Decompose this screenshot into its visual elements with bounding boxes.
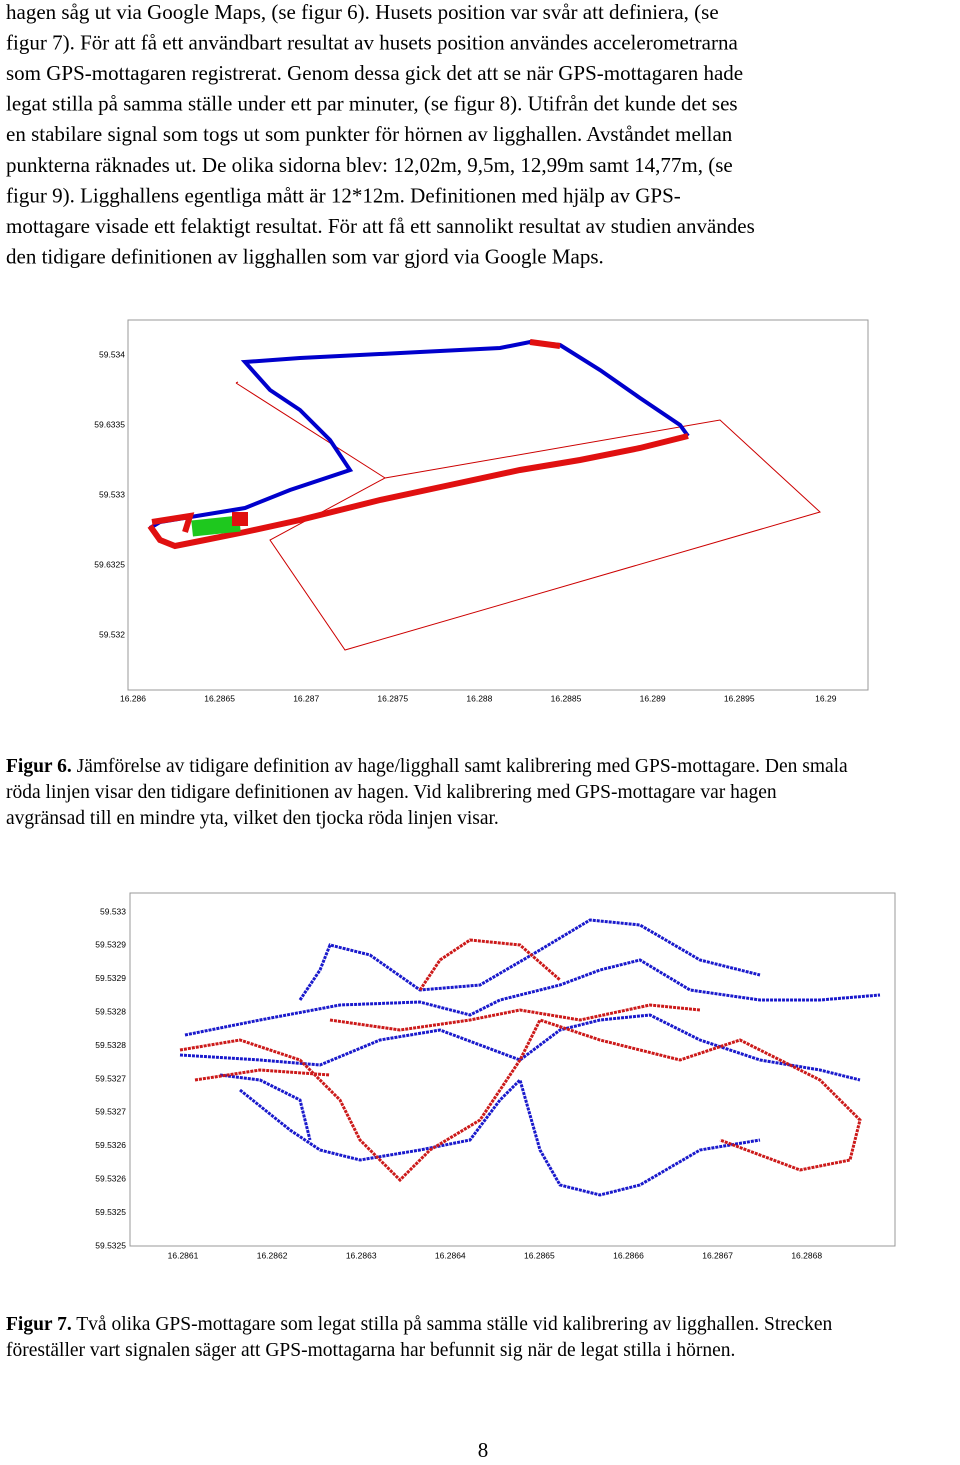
x-tick-label: 16.2895 [724,693,755,703]
gps-cluster-red [232,512,248,526]
y-tick-label: 59.532 [99,629,125,639]
caption-text: avgränsad till en mindre yta, vilket den… [6,808,499,829]
gps-trace-red [147,433,689,550]
y-tick-label: 59.5325 [95,1207,126,1217]
text-line: hagen såg ut via Google Maps, (se figur … [6,0,719,24]
caption-line: föreställer vart signalen säger att GPS-… [6,1340,735,1361]
x-tick-label: 16.2867 [702,1250,733,1260]
text-line: legat stilla på samma ställe under ett p… [6,92,738,116]
caption-line: avgränsad till en mindre yta, vilket den… [6,808,499,829]
figure-6: 59.534 59.6335 59.533 59.6325 59.532 16.286 16… [94,319,869,703]
caption-text: Jämförelse av tidigare definition av hag… [72,756,848,777]
gps-trace-red [529,339,561,349]
y-tick-label: 59.5329 [95,940,126,950]
y-tick-label: 59.5326 [95,1140,126,1150]
x-tick-label: 16.2865 [524,1250,555,1260]
gps-traces-red [179,938,862,1183]
y-tick-label: 59.533 [99,489,125,499]
x-tick-label: 16.2885 [551,693,582,703]
plot-frame [127,319,869,691]
text-line: punkterna räknades ut. De olika sidorna … [6,153,733,177]
x-tick-label: 16.2868 [791,1250,822,1260]
old-definition-line [235,382,821,651]
figure-7: 59.533 59.5329 59.5329 59.5328 59.5328 59.532… [95,892,896,1260]
text-line: en stabilare signal som togs ut som punk… [6,122,733,146]
x-tick-label: 16.286 [120,693,146,703]
caption-text: föreställer vart signalen säger att GPS-… [6,1340,735,1361]
captions: Figur 6. Jämförelse av tidigare definiti… [6,756,848,1361]
y-tick-label: 59.533 [100,906,126,916]
x-tick-label: 16.2863 [346,1250,377,1260]
y-tick-label: 59.6325 [94,559,125,569]
y-tick-label: 59.6335 [94,419,125,429]
x-tick-label: 16.2875 [377,693,408,703]
caption-text: Två olika GPS-mottagare som legat stilla… [72,1314,833,1335]
text-line: den tidigare definitionen av ligghallen … [6,245,604,269]
text-line: figur 7). För att få ett användbart resu… [6,30,738,54]
axis-labels: 59.534 59.6335 59.533 59.6325 59.532 16.286 16… [94,349,836,703]
x-tick-label: 16.2862 [257,1250,288,1260]
y-tick-label: 59.5325 [95,1240,126,1250]
y-tick-label: 59.5328 [95,1006,126,1016]
gps-cluster-green [191,515,241,537]
x-tick-label: 16.287 [293,693,319,703]
x-tick-label: 16.2864 [435,1250,466,1260]
x-tick-label: 16.2861 [168,1250,199,1260]
y-tick-label: 59.5326 [95,1173,126,1183]
text-line: mottagare visade ett felaktigt resultat.… [6,214,755,238]
caption-label: Figur 7. [6,1314,72,1335]
gps-trace-blue [148,339,690,530]
paragraph: hagen såg ut via Google Maps, (se figur … [6,0,755,269]
y-tick-label: 59.5328 [95,1040,126,1050]
old-definition-line [235,381,239,384]
x-tick-label: 16.2866 [613,1250,644,1260]
x-tick-label: 16.29 [815,693,837,703]
y-tick-label: 59.5329 [95,973,126,983]
page-number: 8 [478,1438,489,1462]
x-tick-label: 16.2865 [204,693,235,703]
caption-line: röda linjen visar den tidigare definitio… [6,782,777,803]
y-tick-label: 59.534 [99,349,125,359]
caption-line: Figur 6. Jämförelse av tidigare definiti… [6,756,848,777]
caption-label: Figur 6. [6,756,72,777]
y-tick-label: 59.5327 [95,1107,126,1117]
caption-line: Figur 7. Två olika GPS-mottagare som leg… [6,1314,832,1335]
y-tick-label: 59.5327 [95,1073,126,1083]
caption-text: röda linjen visar den tidigare definitio… [6,782,777,803]
text-line: som GPS-mottagaren registrerat. Genom de… [6,61,743,85]
axis-labels: 59.533 59.5329 59.5329 59.5328 59.5328 59.532… [95,906,822,1260]
gps-trace-red [151,512,195,533]
gps-traces-blue [179,918,881,1197]
x-tick-label: 16.288 [466,693,492,703]
x-tick-label: 16.289 [640,693,666,703]
text-line: figur 9). Ligghallens egentliga mått är … [6,183,681,207]
